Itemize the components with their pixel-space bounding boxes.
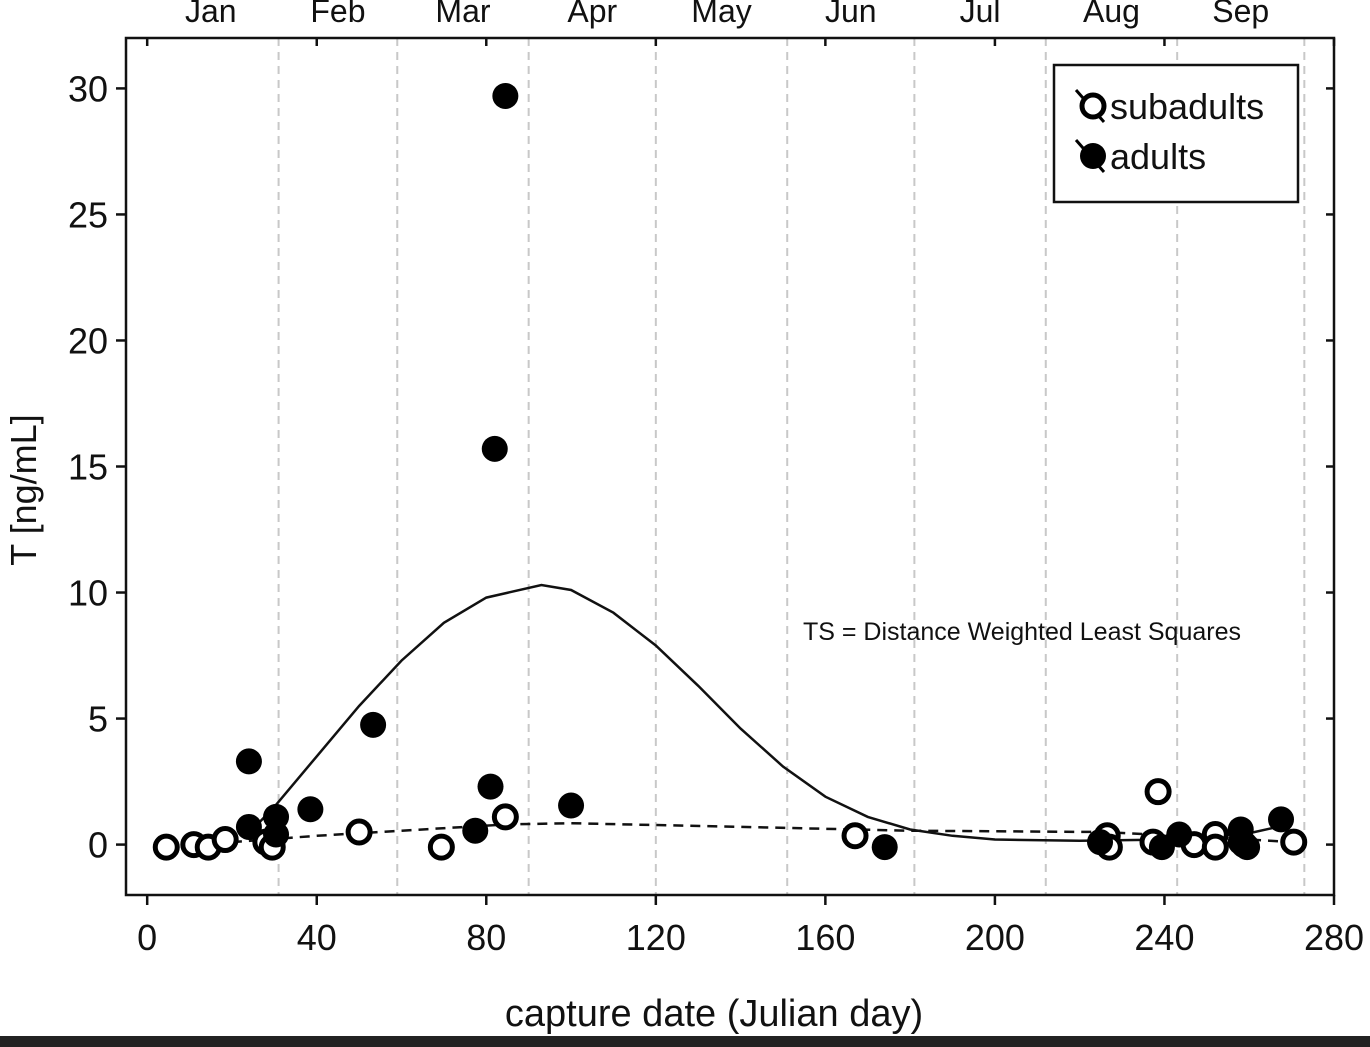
adults-point — [1234, 834, 1261, 861]
x-tick-label: 200 — [965, 917, 1025, 958]
legend-label: adults — [1110, 136, 1206, 177]
subadults-point — [152, 833, 180, 861]
legend-label: subadults — [1110, 86, 1264, 127]
subadults-point — [427, 833, 455, 861]
y-axis-label: T [ng/mL] — [3, 414, 44, 565]
adults-point — [263, 821, 290, 848]
adults-point — [462, 817, 489, 844]
adults-point — [1087, 829, 1114, 856]
subadults-point — [1280, 828, 1308, 856]
adults-point — [235, 813, 262, 840]
x-tick-label: 280 — [1304, 917, 1364, 958]
y-tick-label: 20 — [68, 320, 108, 361]
subadults-point — [1144, 778, 1172, 806]
adults-point — [360, 711, 387, 738]
legend-box — [1052, 63, 1300, 204]
x-axis-label: capture date (Julian day) — [505, 993, 923, 1035]
month-label: Feb — [310, 0, 365, 29]
subadults-point — [211, 826, 239, 854]
x-tick-label: 40 — [297, 917, 337, 958]
annotation: TS = Distance Weighted Least Squares — [803, 618, 1241, 646]
subadults-point — [491, 803, 519, 831]
y-tick-label: 0 — [88, 825, 108, 866]
month-label: Sep — [1212, 0, 1269, 29]
adults-point — [871, 834, 898, 861]
x-tick-label: 160 — [795, 917, 855, 958]
x-tick-label: 80 — [466, 917, 506, 958]
month-label: Jul — [960, 0, 1001, 29]
y-tick-label: 10 — [68, 573, 108, 614]
adults-fit-line — [256, 583, 1284, 843]
y-tick-label: 30 — [68, 68, 108, 109]
legend-filled-circle-icon — [1080, 143, 1106, 169]
x-tick-label: 240 — [1134, 917, 1194, 958]
y-tick-label: 25 — [68, 194, 108, 235]
x-tick-label: 120 — [626, 917, 686, 958]
adults-point — [492, 82, 519, 109]
month-label: Jan — [185, 0, 237, 29]
adults-point — [481, 435, 508, 462]
bottom-bar — [0, 1036, 1370, 1047]
month-label: Jun — [825, 0, 877, 29]
adults-point — [235, 748, 262, 775]
month-label: Mar — [435, 0, 490, 29]
y-tick-label: 5 — [88, 699, 108, 740]
subadults-point — [345, 818, 373, 846]
legend-open-circle-icon — [1079, 92, 1107, 120]
subadults-point — [1201, 833, 1229, 861]
adults-point — [558, 792, 585, 819]
subadults-point — [841, 822, 869, 850]
y-tick-label: 15 — [68, 447, 108, 488]
month-label: Apr — [567, 0, 617, 29]
month-label: Aug — [1083, 0, 1140, 29]
adults-point — [1268, 806, 1295, 833]
adults-point — [297, 796, 324, 823]
x-tick-label: 0 — [137, 917, 157, 958]
adults-point — [477, 773, 504, 800]
adults-point — [1166, 821, 1193, 848]
month-label: May — [691, 0, 751, 29]
subadults-fit-line — [164, 821, 1292, 849]
